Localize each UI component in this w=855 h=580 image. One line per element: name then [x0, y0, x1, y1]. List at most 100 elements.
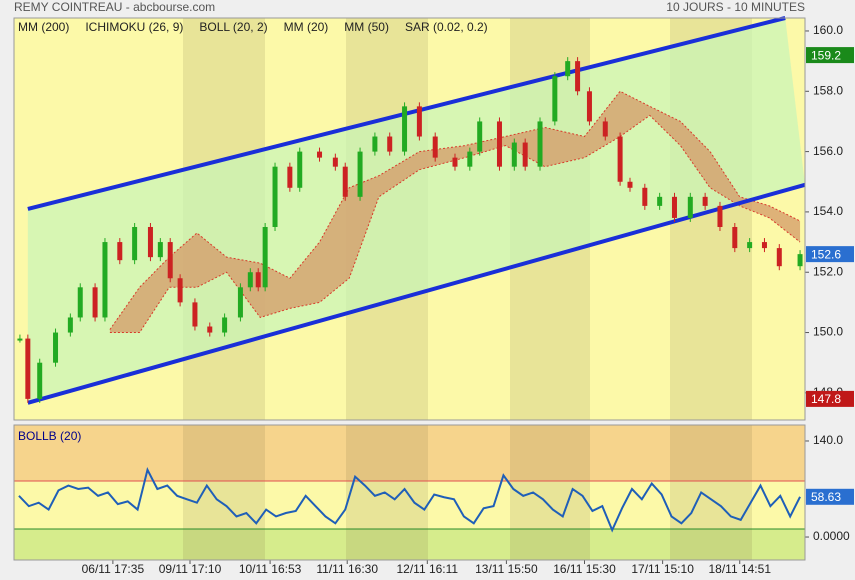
- candle: [297, 151, 303, 188]
- y-tick-label: 160.0: [813, 23, 843, 37]
- x-tick-label: 10/11 16:53: [239, 562, 302, 576]
- candle: [192, 302, 198, 327]
- legend-item: SAR (0.02, 0.2): [405, 20, 488, 34]
- candle: [732, 226, 738, 249]
- last-value-label: 159.2: [811, 48, 841, 62]
- candle: [565, 61, 571, 77]
- x-tick-label: 18/11 14:51: [708, 562, 771, 576]
- candle: [25, 338, 31, 399]
- cloud-edge: [109, 114, 801, 334]
- legend-item: ICHIMOKU (26, 9): [85, 20, 183, 34]
- candle: [237, 287, 243, 318]
- day-band: [183, 425, 265, 560]
- candle: [387, 136, 393, 152]
- panel-title: BOLLB (20): [18, 429, 81, 443]
- plot-frame: [13, 424, 806, 561]
- candle: [402, 106, 408, 152]
- candle: [671, 196, 677, 218]
- y-tick-label: 150.0: [813, 325, 843, 339]
- candle: [761, 242, 767, 249]
- last-value-label: 152.6: [811, 247, 841, 261]
- candle: [287, 166, 293, 188]
- candle: [132, 226, 138, 261]
- candle: [117, 242, 123, 261]
- y-tick-label: 0.0000: [813, 529, 850, 543]
- candle: [657, 196, 663, 206]
- candle: [317, 151, 323, 158]
- candle: [262, 226, 268, 288]
- candle: [416, 106, 422, 137]
- candle: [177, 278, 183, 303]
- x-tick-label: 11/11 16:30: [316, 562, 378, 576]
- candle: [452, 157, 458, 167]
- candle: [467, 151, 473, 167]
- legend-item: MM (20): [284, 20, 329, 34]
- x-tick-label: 09/11 17:10: [159, 562, 222, 576]
- last-value-badge: [806, 246, 854, 263]
- candle: [147, 226, 153, 258]
- candle: [522, 142, 528, 167]
- candle: [372, 136, 378, 152]
- candle: [272, 166, 278, 227]
- candle: [642, 187, 648, 206]
- legend-item: BOLL (20, 2): [199, 20, 267, 34]
- day-band: [346, 425, 428, 560]
- candle: [432, 136, 438, 158]
- legend-item: MM (50): [344, 20, 389, 34]
- candle: [702, 196, 708, 206]
- candle: [67, 317, 73, 333]
- candle: [602, 121, 608, 137]
- candle: [687, 196, 693, 218]
- x-tick-label: 17/11 15:10: [631, 562, 694, 576]
- y-tick-label: 152.0: [813, 264, 843, 278]
- chart-title: REMY COINTREAU - abcbourse.com: [14, 0, 215, 14]
- candle: [207, 326, 213, 333]
- candle: [222, 317, 228, 333]
- candle: [53, 332, 59, 363]
- x-tick-label: 13/11 15:50: [475, 562, 538, 576]
- candle: [342, 166, 348, 197]
- last-value-label: 58.63: [811, 490, 841, 504]
- candle: [77, 287, 83, 318]
- last-value-label: 147.8: [811, 392, 841, 406]
- candle: [477, 121, 483, 152]
- candle: [537, 121, 543, 167]
- candle: [496, 121, 502, 167]
- y-tick-label: 154.0: [813, 204, 843, 218]
- candle: [332, 157, 338, 167]
- candle: [747, 242, 753, 249]
- candle: [717, 205, 723, 227]
- day-band: [670, 425, 752, 560]
- candle: [627, 181, 633, 188]
- channel-line: [27, 182, 806, 405]
- candle: [167, 242, 173, 279]
- chart-subtitle: 10 JOURS - 10 MINUTES: [666, 0, 805, 14]
- x-tick-label: 12/11 16:11: [396, 562, 458, 576]
- candle: [357, 151, 363, 197]
- last-value-badge: [806, 390, 854, 407]
- candle: [575, 61, 581, 92]
- candle: [511, 142, 517, 167]
- last-value-badge: [806, 488, 854, 505]
- y-tick-label: 156.0: [813, 144, 843, 158]
- candle: [797, 254, 803, 267]
- y-tick-label: 140.0: [813, 433, 843, 447]
- candle: [92, 287, 98, 318]
- cloud-edge: [109, 90, 801, 330]
- upper-zone: [14, 425, 805, 481]
- candle: [776, 248, 782, 267]
- candle: [157, 242, 163, 258]
- legend-item: MM (200): [18, 20, 69, 34]
- y-tick-label: 158.0: [813, 83, 843, 97]
- candle: [247, 272, 253, 288]
- candle: [552, 76, 558, 122]
- x-tick-label: 16/11 15:30: [553, 562, 616, 576]
- candle: [102, 242, 108, 318]
- candle: [586, 91, 592, 122]
- plot-frame: [13, 17, 806, 421]
- candle: [17, 338, 23, 341]
- candle: [617, 136, 623, 182]
- candle: [37, 362, 43, 399]
- indicator-line: [18, 466, 801, 533]
